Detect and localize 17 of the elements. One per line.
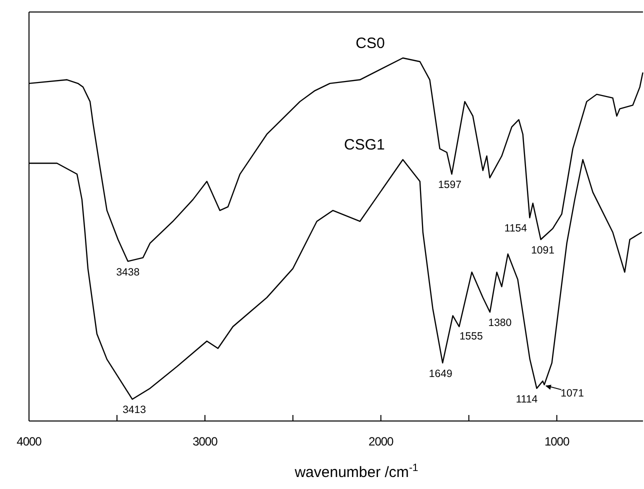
annotation: 1649	[428, 368, 452, 380]
x-tick-label: 2000	[368, 434, 394, 449]
series-label: CSG1	[344, 136, 385, 154]
annotation: 3438	[116, 266, 140, 278]
annotation: 1380	[488, 317, 512, 330]
annotation: 3413	[122, 404, 146, 416]
annotation: 1597	[438, 179, 462, 192]
annotation: 1091	[531, 244, 555, 256]
x-tick-label: 1000	[544, 434, 570, 449]
annotation: 1071	[560, 388, 584, 400]
annotation: 1154	[504, 222, 528, 235]
annotation: 1114	[516, 393, 538, 406]
x-tick-label: 3000	[192, 434, 218, 449]
series-label: CS0	[356, 35, 385, 52]
x-axis-title: wavenumber /cm$^{-1}$	[294, 462, 418, 481]
x-tick-label: 4000	[16, 434, 42, 449]
annotation: 1555	[459, 330, 483, 343]
